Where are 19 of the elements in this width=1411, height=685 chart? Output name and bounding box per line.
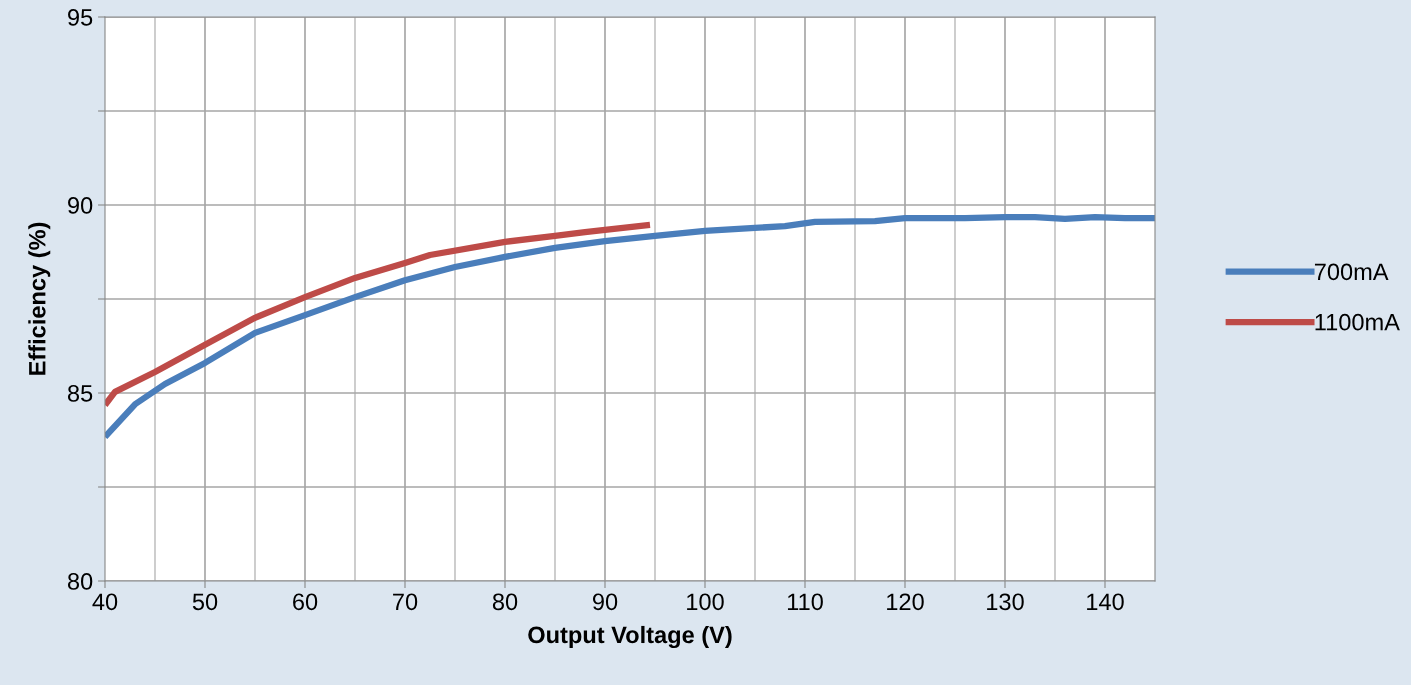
x-tick-label: 50 (192, 593, 218, 611)
x-tick-label: 130 (987, 593, 1024, 611)
y-tick-label: 95 (68, 9, 93, 26)
x-tick-label: 40 (92, 593, 118, 611)
y-tick-label: 80 (67, 573, 93, 590)
x-tick-label: 60 (293, 593, 318, 611)
x-tick-label: 120 (887, 593, 924, 611)
y-tick-label: 90 (68, 197, 93, 214)
x-tick-label: 100 (687, 593, 724, 611)
x-tick-label: 80 (492, 593, 518, 611)
x-tick-label: 110 (787, 593, 823, 611)
legend-label: 1100mA (1315, 313, 1400, 331)
x-tick-label: 140 (1087, 593, 1124, 611)
x-axis-title: Output Voltage (V) (528, 625, 732, 649)
legend-label: 700mA (1314, 263, 1389, 281)
x-tick-label: 90 (592, 593, 618, 611)
y-axis-title: Efficiency (%) (28, 222, 51, 375)
x-tick-label: 70 (393, 593, 418, 611)
y-tick-label: 85 (67, 385, 93, 402)
